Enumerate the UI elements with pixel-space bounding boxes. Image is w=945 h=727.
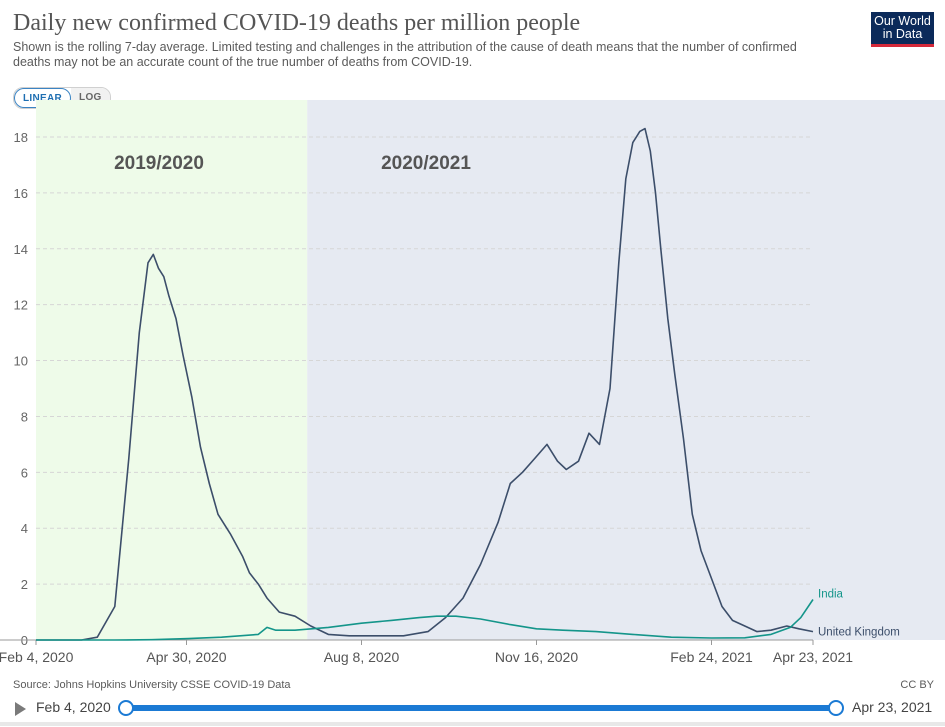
- source-note[interactable]: Source: Johns Hopkins University CSSE CO…: [13, 679, 291, 691]
- owid-logo[interactable]: Our World in Data: [871, 12, 934, 47]
- chart-title: Daily new confirmed COVID-19 deaths per …: [13, 10, 581, 36]
- y-tick-label: 14: [14, 242, 28, 257]
- timeline[interactable]: Feb 4, 2020 Apr 23, 2021: [0, 696, 945, 727]
- y-tick-label: 18: [14, 130, 28, 145]
- timeline-start-label: Feb 4, 2020: [36, 699, 111, 715]
- play-icon[interactable]: [15, 702, 26, 716]
- region-label-1: 2020/2021: [381, 153, 471, 174]
- timeline-track[interactable]: [125, 705, 835, 711]
- license-label[interactable]: CC BY: [900, 679, 934, 691]
- x-tick-label: Nov 16, 2020: [495, 649, 578, 665]
- region-band-1: [307, 100, 945, 640]
- y-tick-label: 10: [14, 354, 28, 369]
- logo-line-2: in Data: [882, 27, 923, 41]
- x-tick-label: Aug 8, 2020: [324, 649, 400, 665]
- y-tick-label: 2: [21, 577, 28, 592]
- timeline-end-label: Apr 23, 2021: [852, 699, 933, 715]
- timeline-start-handle[interactable]: [118, 700, 134, 716]
- logo-line-1: Our World: [874, 14, 931, 28]
- series-label-india: India: [818, 588, 844, 600]
- series-label-united-kingdom: United Kingdom: [818, 627, 900, 639]
- y-tick-label: 6: [21, 465, 28, 480]
- y-tick-label: 16: [14, 186, 28, 201]
- x-tick-label: Feb 24, 2021: [670, 649, 753, 665]
- region-label-0: 2019/2020: [114, 153, 204, 174]
- timeline-end-handle[interactable]: [828, 700, 844, 716]
- x-tick-label: Apr 30, 2020: [146, 649, 226, 665]
- timeline-divider: [0, 722, 945, 726]
- series-line-india: [36, 599, 814, 641]
- y-tick-label: 4: [21, 521, 28, 536]
- region-band-0: [36, 100, 308, 640]
- y-tick-label: 12: [14, 298, 28, 313]
- x-tick-label: Feb 4, 2020: [0, 649, 74, 665]
- y-tick-label: 8: [21, 409, 28, 424]
- series-line-united-kingdom: [36, 127, 814, 641]
- x-tick-label: Apr 23, 2021: [773, 649, 853, 665]
- chart-subtitle: Shown is the rolling 7-day average. Limi…: [13, 40, 797, 69]
